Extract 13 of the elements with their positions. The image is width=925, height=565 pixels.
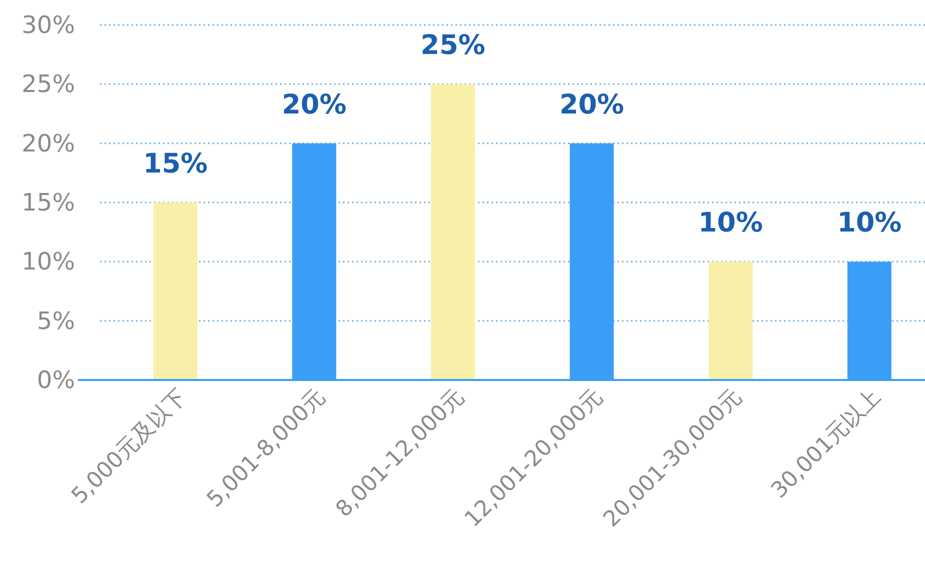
y-tick-label: 10% <box>22 248 75 276</box>
y-tick-label: 25% <box>22 70 75 98</box>
y-tick-label: 30% <box>22 11 75 39</box>
y-tick-label: 5% <box>36 306 75 335</box>
data-label: 10% <box>837 208 902 239</box>
data-label: 25% <box>420 30 486 62</box>
data-label: 10% <box>698 208 763 239</box>
data-label: 15% <box>143 148 208 180</box>
y-tick-label: 0% <box>36 366 75 394</box>
y-tick-label: 20% <box>22 129 75 158</box>
y-tick-label: 15% <box>22 188 75 216</box>
data-label: 20% <box>559 89 624 120</box>
data-label: 20% <box>282 89 347 120</box>
